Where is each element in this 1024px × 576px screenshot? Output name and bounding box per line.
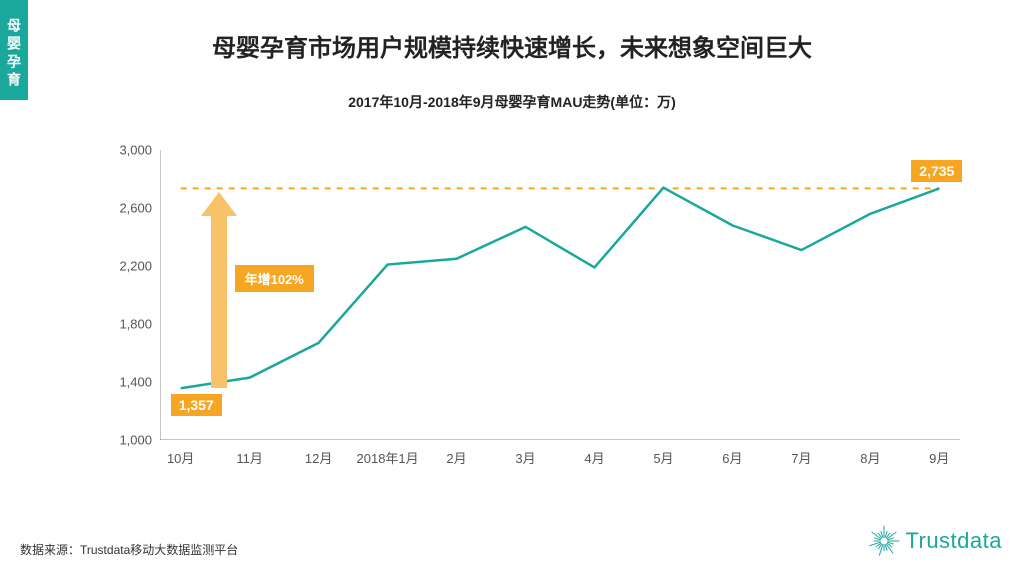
x-tick-label: 7月	[791, 448, 811, 467]
data-source: 数据来源：Trustdata移动大数据监测平台	[20, 541, 238, 558]
end-value-badge: 2,735	[911, 160, 962, 182]
x-tick-label: 4月	[584, 448, 604, 467]
starburst-icon	[867, 524, 901, 558]
x-tick-label: 8月	[860, 448, 880, 467]
x-tick-label: 10月	[167, 448, 194, 467]
chart-subtitle: 2017年10月-2018年9月母婴孕育MAU走势(单位：万)	[0, 92, 1024, 112]
x-tick-label: 11月	[236, 448, 263, 467]
page-title: 母婴孕育市场用户规模持续快速增长，未来想象空间巨大	[0, 28, 1024, 63]
growth-label: 年增102%	[235, 265, 314, 292]
y-tick-label: 1,800	[119, 317, 152, 332]
x-tick-label: 9月	[929, 448, 949, 467]
x-tick-label: 5月	[653, 448, 673, 467]
start-value-badge: 1,357	[171, 394, 222, 416]
y-tick-label: 1,400	[119, 375, 152, 390]
x-tick-label: 6月	[722, 448, 742, 467]
page: 母婴孕育 母婴孕育市场用户规模持续快速增长，未来想象空间巨大 2017年10月-…	[0, 0, 1024, 576]
growth-arrow: 年增102%	[201, 192, 237, 388]
x-tick-label: 2月	[446, 448, 466, 467]
brand-name: Trustdata	[905, 528, 1002, 554]
brand-logo: Trustdata	[867, 524, 1002, 558]
y-tick-label: 3,000	[119, 143, 152, 158]
x-tick-label: 12月	[305, 448, 332, 467]
plot-area: 1,0001,4001,8002,2002,6003,000 10月11月12月…	[160, 150, 960, 440]
chart-svg	[160, 150, 960, 440]
arrow-up-icon	[201, 192, 237, 216]
y-tick-label: 2,200	[119, 259, 152, 274]
x-tick-label: 3月	[515, 448, 535, 467]
chart-container: 1,000 1,400 1,800 2,200 2,600 3,000 10月 11月 12月…	[100, 140, 970, 480]
y-tick-label: 1,000	[119, 433, 152, 448]
x-tick-label: 2018年1月	[357, 448, 419, 467]
y-tick-label: 2,600	[119, 201, 152, 216]
arrow-shaft	[211, 216, 227, 388]
